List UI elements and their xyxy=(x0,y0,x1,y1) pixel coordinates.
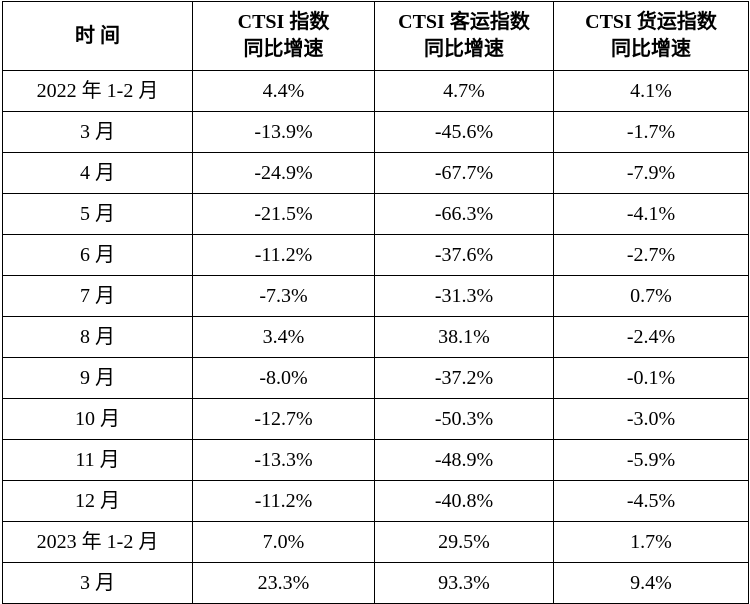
period-cell: 4 月 xyxy=(2,152,193,194)
freight-growth-cell: -7.9% xyxy=(553,152,749,194)
ctsi-growth-cell: -12.7% xyxy=(192,398,375,440)
passenger-growth-cell: 38.1% xyxy=(374,316,554,358)
table-row: 10 月 -12.7% -50.3% -3.0% xyxy=(2,398,749,440)
period-cell: 9 月 xyxy=(2,357,193,399)
period-cell: 12 月 xyxy=(2,480,193,522)
ctsi-growth-cell: -21.5% xyxy=(192,193,375,235)
ctsi-growth-cell: 3.4% xyxy=(192,316,375,358)
period-cell: 6 月 xyxy=(2,234,193,276)
table-row: 2022 年 1-2 月 4.4% 4.7% 4.1% xyxy=(2,70,749,112)
ctsi-growth-cell: -13.3% xyxy=(192,439,375,481)
header-ctsi-passenger-index: CTSI 客运指数 同比增速 xyxy=(374,1,554,71)
header-ctsi-freight-line1: CTSI 货运指数 xyxy=(585,11,717,33)
header-ctsi-passenger-line1: CTSI 客运指数 xyxy=(398,11,530,33)
period-cell: 11 月 xyxy=(2,439,193,481)
table-header: 时 间 CTSI 指数 同比增速 CTSI 客运指数 同比增速 CTSI 货运指… xyxy=(2,1,749,71)
freight-growth-cell: -4.1% xyxy=(553,193,749,235)
ctsi-growth-cell: -11.2% xyxy=(192,480,375,522)
freight-growth-cell: -3.0% xyxy=(553,398,749,440)
period-cell: 3 月 xyxy=(2,111,193,153)
period-cell: 7 月 xyxy=(2,275,193,317)
header-ctsi-index-line2: 同比增速 xyxy=(243,38,324,60)
freight-growth-cell: 0.7% xyxy=(553,275,749,317)
passenger-growth-cell: -37.6% xyxy=(374,234,554,276)
table-row: 12 月 -11.2% -40.8% -4.5% xyxy=(2,480,749,522)
ctsi-growth-cell: -8.0% xyxy=(192,357,375,399)
period-cell: 8 月 xyxy=(2,316,193,358)
header-row: 时 间 CTSI 指数 同比增速 CTSI 客运指数 同比增速 CTSI 货运指… xyxy=(2,1,749,71)
freight-growth-cell: -5.9% xyxy=(553,439,749,481)
header-ctsi-index: CTSI 指数 同比增速 xyxy=(192,1,375,71)
ctsi-growth-cell: 7.0% xyxy=(192,521,375,563)
table-row: 11 月 -13.3% -48.9% -5.9% xyxy=(2,439,749,481)
freight-growth-cell: -0.1% xyxy=(553,357,749,399)
table-row: 4 月 -24.9% -67.7% -7.9% xyxy=(2,152,749,194)
table-row: 3 月 23.3% 93.3% 9.4% xyxy=(2,562,749,604)
passenger-growth-cell: -45.6% xyxy=(374,111,554,153)
passenger-growth-cell: -48.9% xyxy=(374,439,554,481)
period-cell: 10 月 xyxy=(2,398,193,440)
header-ctsi-passenger-line2: 同比增速 xyxy=(424,38,504,60)
passenger-growth-cell: -31.3% xyxy=(374,275,554,317)
header-ctsi-index-line1: CTSI 指数 xyxy=(237,11,330,33)
passenger-growth-cell: -66.3% xyxy=(374,193,554,235)
ctsi-growth-cell: -7.3% xyxy=(192,275,375,317)
table-row: 5 月 -21.5% -66.3% -4.1% xyxy=(2,193,749,235)
freight-growth-cell: -1.7% xyxy=(553,111,749,153)
passenger-growth-cell: 93.3% xyxy=(374,562,554,604)
ctsi-growth-cell: 23.3% xyxy=(192,562,375,604)
freight-growth-cell: 9.4% xyxy=(553,562,749,604)
ctsi-growth-cell: -13.9% xyxy=(192,111,375,153)
passenger-growth-cell: -67.7% xyxy=(374,152,554,194)
table-body: 2022 年 1-2 月 4.4% 4.7% 4.1% 3 月 -13.9% -45.6% -… xyxy=(2,70,749,604)
ctsi-growth-cell: 4.4% xyxy=(192,70,375,112)
table-row: 3 月 -13.9% -45.6% -1.7% xyxy=(2,111,749,153)
ctsi-growth-cell: -11.2% xyxy=(192,234,375,276)
freight-growth-cell: 1.7% xyxy=(553,521,749,563)
freight-growth-cell: 4.1% xyxy=(553,70,749,112)
header-ctsi-freight-index: CTSI 货运指数 同比增速 xyxy=(553,1,749,71)
passenger-growth-cell: 29.5% xyxy=(374,521,554,563)
period-cell: 5 月 xyxy=(2,193,193,235)
passenger-growth-cell: -40.8% xyxy=(374,480,554,522)
table-row: 7 月 -7.3% -31.3% 0.7% xyxy=(2,275,749,317)
table-row: 8 月 3.4% 38.1% -2.4% xyxy=(2,316,749,358)
freight-growth-cell: -2.7% xyxy=(553,234,749,276)
table-row: 6 月 -11.2% -37.6% -2.7% xyxy=(2,234,749,276)
passenger-growth-cell: 4.7% xyxy=(374,70,554,112)
period-cell: 3 月 xyxy=(2,562,193,604)
header-time-label: 时 间 xyxy=(75,24,120,47)
freight-growth-cell: -4.5% xyxy=(553,480,749,522)
passenger-growth-cell: -37.2% xyxy=(374,357,554,399)
passenger-growth-cell: -50.3% xyxy=(374,398,554,440)
header-time: 时 间 xyxy=(2,1,193,71)
ctsi-growth-cell: -24.9% xyxy=(192,152,375,194)
table-row: 2023 年 1-2 月 7.0% 29.5% 1.7% xyxy=(2,521,749,563)
period-cell: 2023 年 1-2 月 xyxy=(2,521,193,563)
period-cell: 2022 年 1-2 月 xyxy=(2,70,193,112)
freight-growth-cell: -2.4% xyxy=(553,316,749,358)
table-row: 9 月 -8.0% -37.2% -0.1% xyxy=(2,357,749,399)
header-ctsi-freight-line2: 同比增速 xyxy=(611,38,691,60)
